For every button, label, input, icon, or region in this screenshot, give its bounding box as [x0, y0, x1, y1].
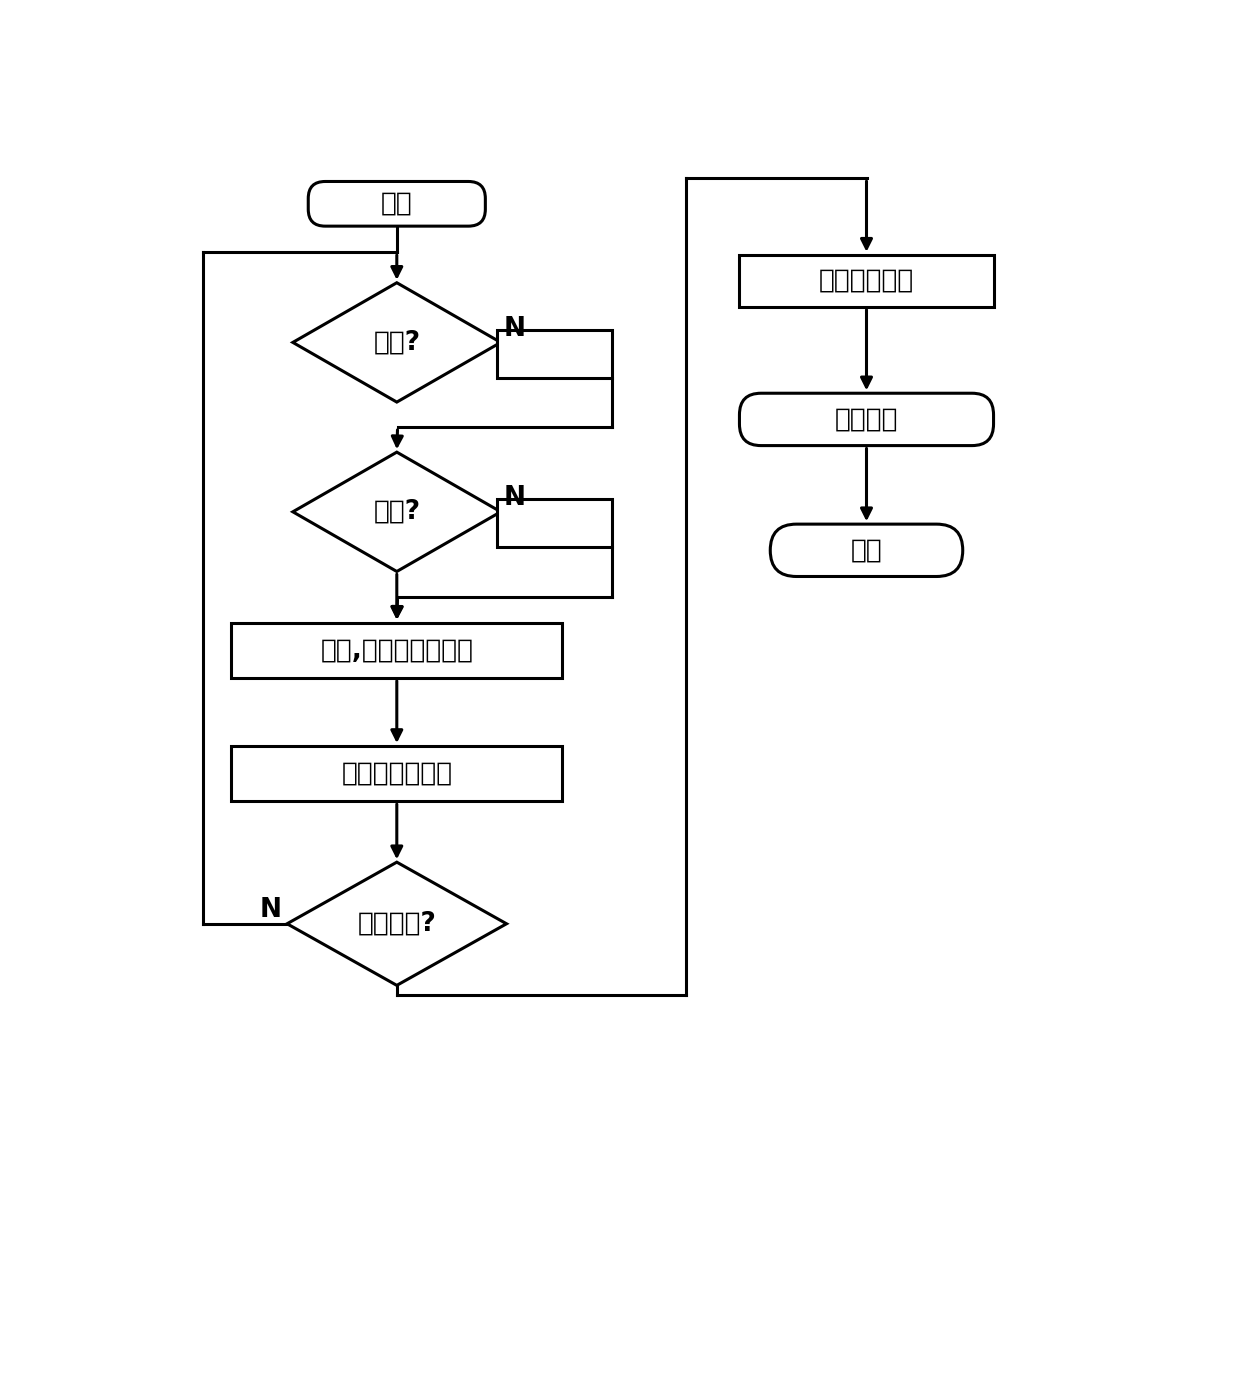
- Text: 开始: 开始: [381, 191, 413, 217]
- FancyBboxPatch shape: [231, 746, 563, 801]
- Polygon shape: [293, 453, 501, 572]
- Polygon shape: [288, 862, 506, 985]
- FancyBboxPatch shape: [770, 525, 962, 577]
- FancyBboxPatch shape: [497, 331, 613, 378]
- Text: N: N: [503, 484, 526, 511]
- Text: N: N: [503, 316, 526, 342]
- Text: 判定结果并显示: 判定结果并显示: [341, 761, 453, 786]
- Text: 稳压?: 稳压?: [373, 498, 420, 525]
- FancyBboxPatch shape: [309, 181, 485, 226]
- FancyBboxPatch shape: [497, 500, 613, 547]
- Text: 打印结果: 打印结果: [835, 407, 898, 432]
- Text: 检测结束?: 检测结束?: [357, 911, 436, 937]
- FancyBboxPatch shape: [739, 255, 993, 307]
- Text: 检测,计时、记录数据: 检测,计时、记录数据: [320, 638, 474, 663]
- Text: 结束: 结束: [851, 537, 883, 563]
- Polygon shape: [293, 282, 501, 403]
- FancyBboxPatch shape: [231, 623, 563, 678]
- Text: 稳流?: 稳流?: [373, 329, 420, 356]
- Text: 结果生成文件: 结果生成文件: [818, 268, 914, 293]
- FancyBboxPatch shape: [739, 393, 993, 446]
- Text: N: N: [259, 897, 281, 923]
